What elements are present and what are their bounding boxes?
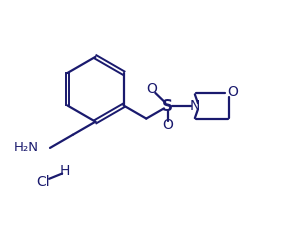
Text: H₂N: H₂N — [13, 140, 38, 154]
Text: Cl: Cl — [36, 175, 50, 189]
Text: S: S — [162, 99, 173, 114]
Text: O: O — [162, 118, 173, 132]
Text: O: O — [146, 82, 157, 96]
Text: H: H — [60, 164, 70, 178]
Text: O: O — [228, 85, 238, 99]
Text: N: N — [190, 99, 200, 113]
